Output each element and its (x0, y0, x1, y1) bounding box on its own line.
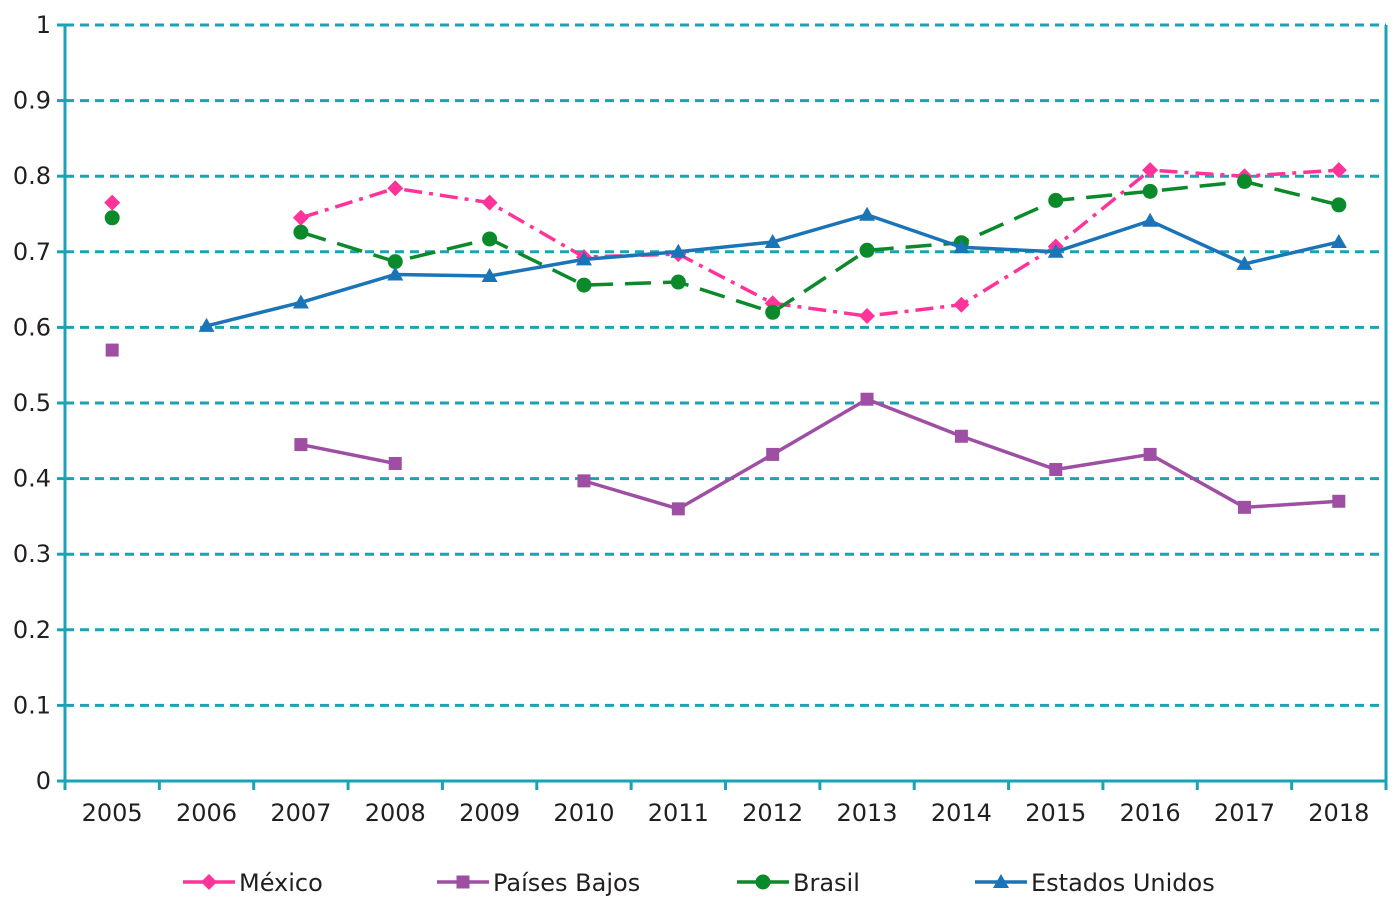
legend-item: México (183, 869, 323, 897)
data-point (387, 266, 404, 281)
data-point (671, 502, 685, 516)
data-point (1237, 500, 1251, 514)
series-line (300, 179, 1340, 315)
series-line (583, 397, 1339, 511)
data-point (953, 239, 970, 254)
data-point (104, 194, 121, 211)
data-point (954, 429, 968, 443)
data-point (670, 274, 686, 290)
data-point (294, 438, 308, 452)
data-point (575, 251, 592, 266)
legend-marker (993, 874, 1009, 888)
y-tick-label: 0.3 (13, 540, 51, 568)
data-point (953, 296, 970, 313)
x-tick-label: 2014 (931, 799, 992, 827)
legend-marker (201, 874, 217, 890)
x-tick-label: 2015 (1025, 799, 1086, 827)
data-point (481, 267, 498, 282)
data-point (1330, 233, 1347, 248)
x-tick-label: 2009 (459, 799, 520, 827)
data-point (387, 254, 403, 270)
data-point (1049, 463, 1063, 477)
series-estados-unidos (198, 206, 1347, 332)
series-line (300, 168, 1339, 318)
y-tick-label: 0.5 (13, 389, 51, 417)
legend: México Países Bajos Brasil Estados Unidos (183, 869, 1215, 897)
y-tick-label: 0.6 (13, 313, 51, 341)
axes (57, 23, 1388, 790)
y-axis-tick-labels: 0 0.1 0.2 0.3 0.4 0.5 0.6 0.7 0.8 0.9 1 (13, 11, 51, 795)
x-tick-label: 2017 (1214, 799, 1275, 827)
data-point (1330, 162, 1347, 179)
legend-label: Países Bajos (493, 869, 640, 897)
x-tick-label: 2012 (742, 799, 803, 827)
y-tick-label: 0.1 (13, 691, 51, 719)
series-países-bajos (105, 343, 1346, 516)
data-point (481, 194, 498, 211)
x-tick-label: 2013 (836, 799, 897, 827)
data-point (387, 180, 404, 197)
x-tick-label: 2016 (1120, 799, 1181, 827)
legend-item: Estados Unidos (975, 869, 1215, 897)
data-point (1142, 212, 1159, 227)
x-tick-label: 2011 (648, 799, 709, 827)
series-line (300, 442, 396, 466)
legend-label: Brasil (793, 869, 860, 897)
x-tick-label: 2010 (553, 799, 614, 827)
data-point (1047, 243, 1064, 258)
x-axis-tick-labels: 2005 2006 2007 2008 2009 2010 2011 2012 2013 2014… (82, 799, 1370, 827)
data-point (859, 206, 876, 221)
data-point (1236, 255, 1253, 270)
data-point (198, 317, 215, 332)
legend-item: Brasil (737, 869, 860, 897)
series-group (104, 162, 1347, 516)
data-point (576, 277, 592, 293)
data-point (764, 233, 781, 248)
x-tick-label: 2006 (176, 799, 237, 827)
y-tick-label: 0 (36, 767, 51, 795)
x-tick-label: 2018 (1308, 799, 1369, 827)
legend-marker (755, 874, 771, 890)
data-point (860, 392, 874, 406)
x-tick-label: 2007 (270, 799, 331, 827)
data-point (670, 243, 687, 258)
data-point (577, 474, 591, 488)
data-point (293, 224, 309, 240)
data-point (388, 456, 402, 470)
data-point (1143, 447, 1157, 461)
series-méxico (104, 162, 1347, 325)
legend-item: Países Bajos (437, 869, 640, 897)
data-point (1142, 183, 1158, 199)
data-point (1142, 162, 1159, 179)
y-tick-label: 1 (36, 11, 51, 39)
x-tick-label: 2005 (82, 799, 143, 827)
data-point (859, 242, 875, 258)
x-tick-label: 2008 (365, 799, 426, 827)
data-point (1236, 173, 1252, 189)
data-point (1048, 192, 1064, 208)
data-point (765, 304, 781, 320)
y-tick-label: 0.7 (13, 238, 51, 266)
y-tick-label: 0.4 (13, 465, 51, 493)
data-point (1331, 197, 1347, 213)
data-point (859, 308, 876, 325)
y-tick-label: 0.2 (13, 616, 51, 644)
data-point (1332, 494, 1346, 508)
data-point (482, 231, 498, 247)
data-point (105, 343, 119, 357)
legend-label: Estados Unidos (1031, 869, 1215, 897)
data-point (292, 209, 309, 226)
y-tick-label: 0.9 (13, 87, 51, 115)
legend-label: México (239, 869, 323, 897)
gridlines (65, 23, 1386, 707)
y-tick-label: 0.8 (13, 162, 51, 190)
data-point (104, 210, 120, 226)
data-point (766, 447, 780, 461)
data-point (292, 294, 309, 309)
legend-marker (456, 875, 470, 889)
